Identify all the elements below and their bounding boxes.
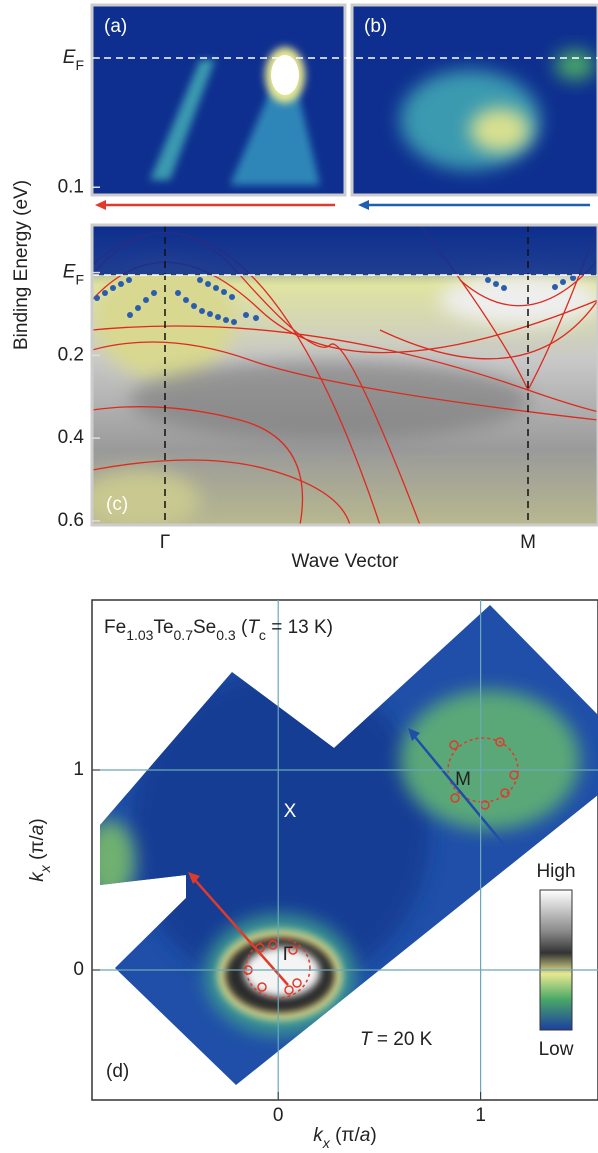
panel-label: (c)	[106, 494, 128, 515]
text-part: (	[236, 617, 248, 638]
text-part: T	[247, 617, 260, 638]
x-tick-label: Γ	[160, 532, 170, 553]
y-tick-label: 0.6	[58, 510, 84, 531]
text-part: Fe	[104, 617, 126, 638]
text-part: c	[259, 627, 266, 643]
panel-label: (a)	[104, 16, 127, 37]
colorbar-label: Low	[539, 1039, 574, 1060]
text-part: )	[27, 818, 48, 824]
panel-b-map	[352, 5, 598, 195]
colorbar	[539, 889, 573, 1031]
text-part: x	[322, 1135, 331, 1151]
colorbar-label: High	[536, 861, 575, 882]
panel-c-map	[92, 225, 598, 525]
y-tick-label: EF	[63, 47, 84, 73]
panel-label: (d)	[106, 1061, 129, 1082]
panel-label: (b)	[364, 16, 387, 37]
panel-title: Fe1.03Te0.7Se0.3 (Tc = 13 K)	[104, 617, 333, 643]
text-part: = 20 K	[372, 1029, 433, 1050]
panel-a-map	[92, 5, 345, 195]
annotation: Γ	[283, 944, 293, 965]
text-part: T	[360, 1029, 373, 1050]
y-tick-label: EF	[63, 262, 84, 288]
text-part: F	[75, 57, 84, 73]
text-part: E	[63, 47, 76, 68]
y-axis-label: Binding Energy (eV)	[11, 180, 32, 350]
y-tick-label: 0.1	[58, 176, 84, 197]
y-tick-label: 0.2	[58, 344, 84, 365]
text-part: a	[27, 825, 48, 836]
x-axis-label: Wave Vector	[291, 551, 399, 572]
text-part: E	[63, 262, 76, 283]
text-part: k	[27, 871, 48, 882]
y-tick-label: 0	[73, 959, 84, 980]
text-part: F	[75, 271, 84, 287]
x-tick-label: 1	[475, 1105, 486, 1126]
text-part: 0.3	[216, 627, 236, 643]
text-part: a	[360, 1125, 371, 1146]
x-tick-label: 0	[273, 1105, 284, 1126]
text-part: Se	[193, 617, 216, 638]
annotation: T = 20 K	[360, 1029, 433, 1050]
text-part: (π/	[27, 834, 48, 865]
text-part: x	[37, 864, 53, 873]
y-axis-label: kx (π/a)	[27, 818, 53, 881]
text-part: 0.7	[174, 627, 194, 643]
text-part: = 13 K)	[266, 617, 333, 638]
x-axis-label: kx (π/a)	[313, 1125, 376, 1151]
annotation: M	[455, 769, 471, 790]
text-part: )	[370, 1125, 376, 1146]
text-part: k	[313, 1125, 324, 1146]
text-part: (π/	[330, 1125, 361, 1146]
y-tick-label: 0.4	[58, 427, 85, 448]
x-tick-label: M	[520, 532, 536, 553]
text-part: 1.03	[126, 627, 153, 643]
text-part: Te	[153, 617, 173, 638]
y-tick-label: 1	[73, 759, 84, 780]
annotation: X	[284, 801, 297, 822]
